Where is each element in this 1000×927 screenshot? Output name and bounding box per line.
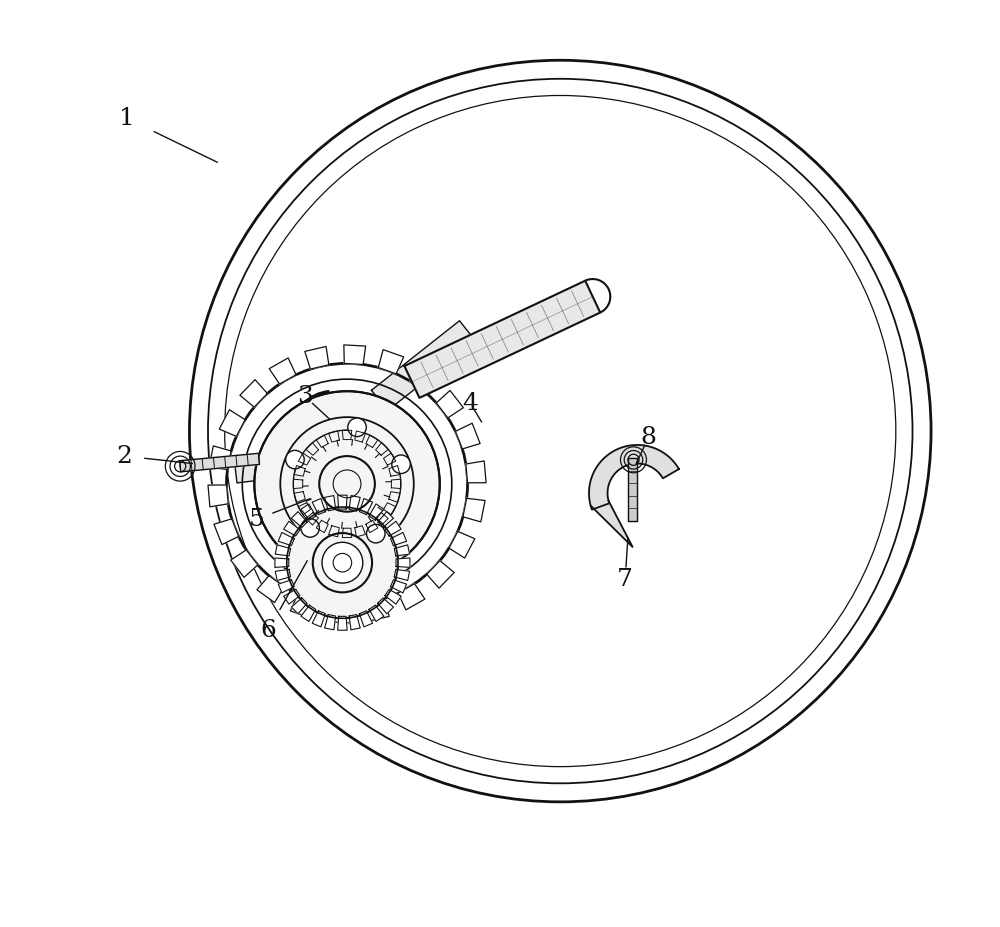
Polygon shape [209,446,231,469]
Polygon shape [275,558,289,567]
Polygon shape [385,521,401,536]
Text: 8: 8 [640,426,656,449]
Polygon shape [284,590,300,604]
Polygon shape [328,603,350,623]
Polygon shape [378,349,404,374]
Polygon shape [312,611,325,627]
Circle shape [392,455,410,474]
Text: 3: 3 [297,386,313,408]
Polygon shape [378,512,393,527]
Polygon shape [369,504,384,520]
Polygon shape [325,496,336,511]
Polygon shape [231,550,258,578]
Polygon shape [359,499,373,514]
Polygon shape [291,512,307,527]
Text: 2: 2 [117,445,133,467]
Polygon shape [396,558,410,567]
Polygon shape [235,457,283,483]
Polygon shape [455,424,480,449]
Polygon shape [344,345,366,364]
Circle shape [367,525,385,543]
Polygon shape [385,590,401,604]
Polygon shape [436,390,463,418]
Polygon shape [180,453,260,472]
Polygon shape [290,594,316,618]
Polygon shape [394,569,410,580]
Polygon shape [394,545,410,556]
Polygon shape [312,499,325,514]
Polygon shape [269,358,296,384]
Polygon shape [305,347,329,369]
Text: 4: 4 [462,392,478,414]
Polygon shape [284,521,300,536]
Polygon shape [325,615,336,629]
Polygon shape [240,379,267,407]
Polygon shape [391,579,407,593]
Text: 5: 5 [249,508,265,530]
Circle shape [348,418,366,437]
Circle shape [287,507,398,618]
Polygon shape [449,531,475,558]
Polygon shape [365,599,389,621]
Polygon shape [301,504,316,520]
Polygon shape [349,496,360,511]
Text: 6: 6 [260,619,276,641]
Polygon shape [338,616,347,630]
Polygon shape [301,605,316,621]
Polygon shape [410,365,437,392]
Polygon shape [208,485,228,507]
Polygon shape [278,532,294,546]
Polygon shape [338,495,347,509]
Polygon shape [398,584,425,610]
Polygon shape [628,458,637,521]
Polygon shape [589,445,679,510]
Polygon shape [275,545,291,556]
Circle shape [254,391,440,577]
Polygon shape [359,611,373,627]
Polygon shape [349,615,360,629]
Text: 1: 1 [119,108,135,130]
Circle shape [301,518,319,537]
Text: 7: 7 [617,568,633,590]
Circle shape [286,451,304,469]
Polygon shape [378,598,393,614]
Polygon shape [214,519,239,544]
Polygon shape [391,532,407,546]
Polygon shape [371,321,476,411]
Polygon shape [404,281,600,398]
Circle shape [322,542,363,583]
Polygon shape [466,461,486,483]
Polygon shape [369,605,384,621]
Polygon shape [257,576,284,603]
Polygon shape [275,569,291,580]
Polygon shape [219,410,245,437]
Polygon shape [427,561,454,589]
Polygon shape [278,579,294,593]
Polygon shape [591,501,633,547]
Polygon shape [291,598,307,614]
Polygon shape [463,499,485,522]
